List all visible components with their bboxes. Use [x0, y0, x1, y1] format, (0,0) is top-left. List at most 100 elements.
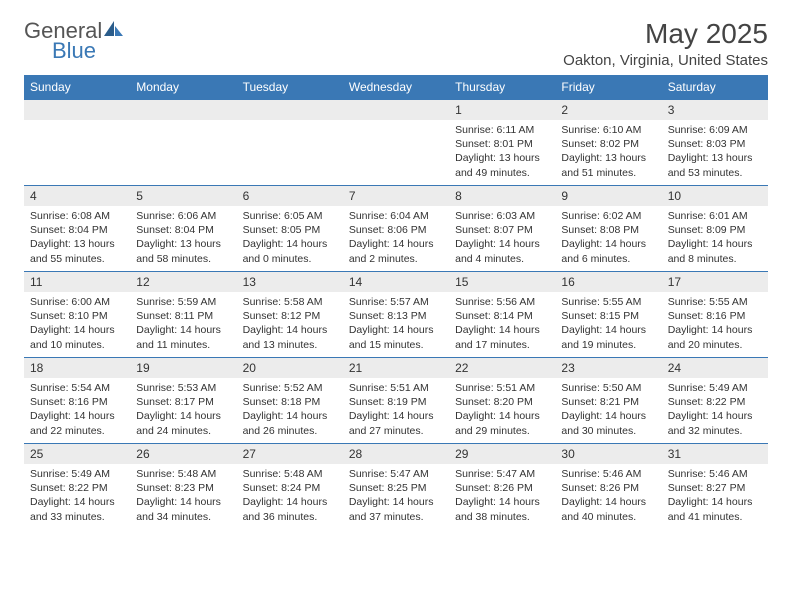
sunrise-line: Sunrise: 5:51 AM	[349, 381, 443, 395]
sunrise-line: Sunrise: 5:51 AM	[455, 381, 549, 395]
sunset-line: Sunset: 8:07 PM	[455, 223, 549, 237]
day-info: Sunrise: 5:50 AMSunset: 8:21 PMDaylight:…	[555, 378, 661, 441]
day-number-empty	[130, 100, 236, 120]
sunset-line: Sunset: 8:02 PM	[561, 137, 655, 151]
daylight-line: Daylight: 14 hours and 30 minutes.	[561, 409, 655, 437]
calendar-cell: 13Sunrise: 5:58 AMSunset: 8:12 PMDayligh…	[237, 272, 343, 358]
day-info: Sunrise: 6:04 AMSunset: 8:06 PMDaylight:…	[343, 206, 449, 269]
day-info: Sunrise: 5:59 AMSunset: 8:11 PMDaylight:…	[130, 292, 236, 355]
day-info: Sunrise: 5:51 AMSunset: 8:20 PMDaylight:…	[449, 378, 555, 441]
day-number: 18	[24, 358, 130, 378]
day-number-empty	[343, 100, 449, 120]
sunrise-line: Sunrise: 6:02 AM	[561, 209, 655, 223]
day-number: 5	[130, 186, 236, 206]
day-info: Sunrise: 5:48 AMSunset: 8:23 PMDaylight:…	[130, 464, 236, 527]
calendar-header-row: SundayMondayTuesdayWednesdayThursdayFrid…	[24, 75, 768, 100]
sunset-line: Sunset: 8:12 PM	[243, 309, 337, 323]
calendar-week-row: 11Sunrise: 6:00 AMSunset: 8:10 PMDayligh…	[24, 272, 768, 358]
sunset-line: Sunset: 8:11 PM	[136, 309, 230, 323]
day-info: Sunrise: 5:47 AMSunset: 8:25 PMDaylight:…	[343, 464, 449, 527]
daylight-line: Daylight: 14 hours and 2 minutes.	[349, 237, 443, 265]
calendar-table: SundayMondayTuesdayWednesdayThursdayFrid…	[24, 75, 768, 530]
day-number: 22	[449, 358, 555, 378]
location: Oakton, Virginia, United States	[563, 52, 768, 69]
day-info: Sunrise: 5:55 AMSunset: 8:16 PMDaylight:…	[662, 292, 768, 355]
day-info: Sunrise: 5:47 AMSunset: 8:26 PMDaylight:…	[449, 464, 555, 527]
day-number: 28	[343, 444, 449, 464]
calendar-cell: 26Sunrise: 5:48 AMSunset: 8:23 PMDayligh…	[130, 444, 236, 530]
day-info: Sunrise: 5:58 AMSunset: 8:12 PMDaylight:…	[237, 292, 343, 355]
sunrise-line: Sunrise: 5:49 AM	[30, 467, 124, 481]
sunset-line: Sunset: 8:10 PM	[30, 309, 124, 323]
day-info: Sunrise: 6:08 AMSunset: 8:04 PMDaylight:…	[24, 206, 130, 269]
calendar-cell: 22Sunrise: 5:51 AMSunset: 8:20 PMDayligh…	[449, 358, 555, 444]
day-number: 2	[555, 100, 661, 120]
day-number: 24	[662, 358, 768, 378]
sunrise-line: Sunrise: 5:48 AM	[243, 467, 337, 481]
calendar-cell: 16Sunrise: 5:55 AMSunset: 8:15 PMDayligh…	[555, 272, 661, 358]
sunset-line: Sunset: 8:19 PM	[349, 395, 443, 409]
day-info: Sunrise: 6:10 AMSunset: 8:02 PMDaylight:…	[555, 120, 661, 183]
calendar-cell: 20Sunrise: 5:52 AMSunset: 8:18 PMDayligh…	[237, 358, 343, 444]
day-number: 26	[130, 444, 236, 464]
sunrise-line: Sunrise: 6:09 AM	[668, 123, 762, 137]
day-info: Sunrise: 6:11 AMSunset: 8:01 PMDaylight:…	[449, 120, 555, 183]
daylight-line: Daylight: 14 hours and 32 minutes.	[668, 409, 762, 437]
daylight-line: Daylight: 13 hours and 55 minutes.	[30, 237, 124, 265]
sunrise-line: Sunrise: 5:46 AM	[561, 467, 655, 481]
calendar-cell: 31Sunrise: 5:46 AMSunset: 8:27 PMDayligh…	[662, 444, 768, 530]
calendar-week-row: 25Sunrise: 5:49 AMSunset: 8:22 PMDayligh…	[24, 444, 768, 530]
day-info: Sunrise: 5:56 AMSunset: 8:14 PMDaylight:…	[449, 292, 555, 355]
day-number: 14	[343, 272, 449, 292]
day-info: Sunrise: 6:02 AMSunset: 8:08 PMDaylight:…	[555, 206, 661, 269]
calendar-body: 1Sunrise: 6:11 AMSunset: 8:01 PMDaylight…	[24, 100, 768, 530]
sunrise-line: Sunrise: 6:10 AM	[561, 123, 655, 137]
daylight-line: Daylight: 14 hours and 19 minutes.	[561, 323, 655, 351]
daylight-line: Daylight: 14 hours and 24 minutes.	[136, 409, 230, 437]
calendar-cell: 28Sunrise: 5:47 AMSunset: 8:25 PMDayligh…	[343, 444, 449, 530]
day-number: 1	[449, 100, 555, 120]
sunrise-line: Sunrise: 5:49 AM	[668, 381, 762, 395]
calendar-cell: 5Sunrise: 6:06 AMSunset: 8:04 PMDaylight…	[130, 186, 236, 272]
day-header: Tuesday	[237, 75, 343, 100]
sunset-line: Sunset: 8:03 PM	[668, 137, 762, 151]
daylight-line: Daylight: 14 hours and 13 minutes.	[243, 323, 337, 351]
daylight-line: Daylight: 14 hours and 10 minutes.	[30, 323, 124, 351]
day-number: 17	[662, 272, 768, 292]
calendar-cell: 11Sunrise: 6:00 AMSunset: 8:10 PMDayligh…	[24, 272, 130, 358]
daylight-line: Daylight: 14 hours and 36 minutes.	[243, 495, 337, 523]
calendar-cell: 25Sunrise: 5:49 AMSunset: 8:22 PMDayligh…	[24, 444, 130, 530]
day-number: 25	[24, 444, 130, 464]
day-info: Sunrise: 5:53 AMSunset: 8:17 PMDaylight:…	[130, 378, 236, 441]
day-info: Sunrise: 5:48 AMSunset: 8:24 PMDaylight:…	[237, 464, 343, 527]
day-number: 20	[237, 358, 343, 378]
sunset-line: Sunset: 8:22 PM	[668, 395, 762, 409]
daylight-line: Daylight: 14 hours and 15 minutes.	[349, 323, 443, 351]
sunset-line: Sunset: 8:26 PM	[561, 481, 655, 495]
day-number: 6	[237, 186, 343, 206]
logo-text-part2: Blue	[52, 38, 125, 64]
day-number: 30	[555, 444, 661, 464]
sunset-line: Sunset: 8:15 PM	[561, 309, 655, 323]
day-number: 19	[130, 358, 236, 378]
title-block: May 2025 Oakton, Virginia, United States	[563, 18, 768, 69]
sunrise-line: Sunrise: 5:55 AM	[561, 295, 655, 309]
calendar-cell: 24 Sunrise: 5:49 AMSunset: 8:22 PMDayligh…	[662, 358, 768, 444]
sunrise-line: Sunrise: 5:58 AM	[243, 295, 337, 309]
daylight-line: Daylight: 13 hours and 49 minutes.	[455, 151, 549, 179]
daylight-line: Daylight: 14 hours and 8 minutes.	[668, 237, 762, 265]
day-info: Sunrise: 6:03 AMSunset: 8:07 PMDaylight:…	[449, 206, 555, 269]
daylight-line: Daylight: 14 hours and 20 minutes.	[668, 323, 762, 351]
sunrise-line: Sunrise: 5:48 AM	[136, 467, 230, 481]
sunset-line: Sunset: 8:27 PM	[668, 481, 762, 495]
month-title: May 2025	[563, 18, 768, 50]
day-header: Thursday	[449, 75, 555, 100]
calendar-cell: 30Sunrise: 5:46 AMSunset: 8:26 PMDayligh…	[555, 444, 661, 530]
calendar-cell	[343, 100, 449, 186]
day-number: 9	[555, 186, 661, 206]
day-number-empty	[24, 100, 130, 120]
daylight-line: Daylight: 13 hours and 51 minutes.	[561, 151, 655, 179]
sunrise-line: Sunrise: 5:47 AM	[349, 467, 443, 481]
calendar-cell: 1Sunrise: 6:11 AMSunset: 8:01 PMDaylight…	[449, 100, 555, 186]
daylight-line: Daylight: 14 hours and 11 minutes.	[136, 323, 230, 351]
